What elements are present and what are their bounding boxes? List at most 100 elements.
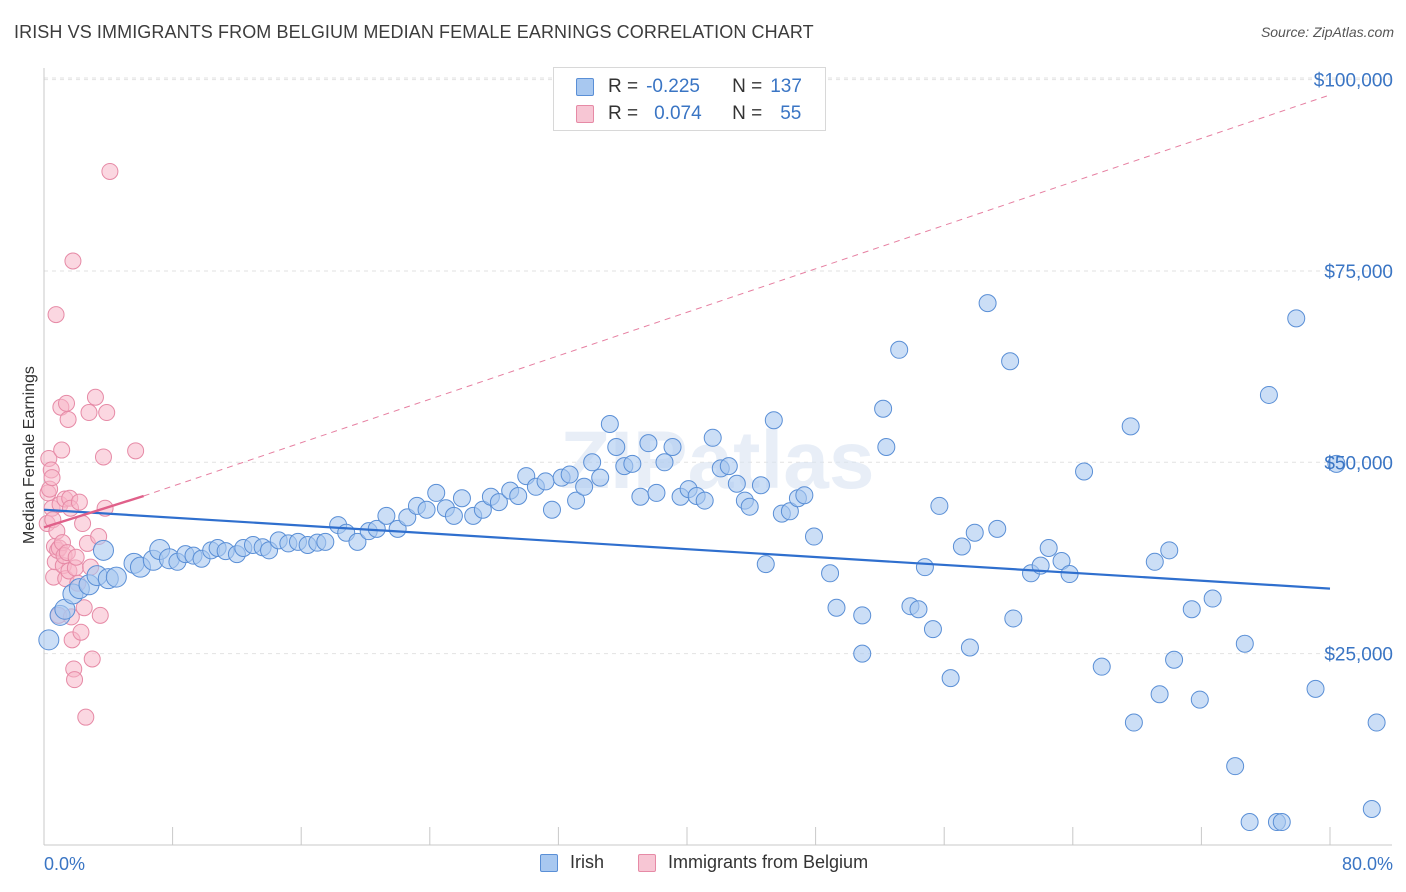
irish-point bbox=[417, 500, 436, 519]
irish-point bbox=[1272, 813, 1291, 832]
y-tick-label: $25,000 bbox=[1324, 645, 1393, 666]
irish-point bbox=[1092, 657, 1111, 676]
belgium-point bbox=[98, 404, 116, 422]
irish-point bbox=[473, 500, 492, 519]
irish-point bbox=[427, 483, 446, 502]
source-label: Source: ZipAtlas.com bbox=[1260, 24, 1394, 40]
irish-point bbox=[591, 468, 610, 487]
irish-point bbox=[663, 437, 682, 456]
irish-point bbox=[941, 669, 960, 688]
irish-point bbox=[853, 606, 872, 625]
irish-point bbox=[92, 539, 114, 561]
irish-point bbox=[105, 566, 127, 588]
y-tick-labels: $25,000 $50,000 $75,000 $100,000 bbox=[1314, 71, 1393, 666]
irish-series bbox=[38, 294, 1386, 832]
irish-point bbox=[631, 487, 650, 506]
belgium-point bbox=[83, 650, 101, 668]
irish-point bbox=[1367, 713, 1386, 732]
legend-n-label: N = bbox=[732, 103, 763, 124]
irish-point bbox=[821, 564, 840, 583]
legend-r-value: 0.074 bbox=[654, 103, 702, 124]
irish-point bbox=[1075, 462, 1094, 481]
x-tick-label: 80.0% bbox=[1342, 854, 1393, 874]
irish-point bbox=[719, 457, 738, 476]
irish-point bbox=[607, 437, 626, 456]
irish-point bbox=[1240, 813, 1259, 832]
irish-point bbox=[703, 428, 722, 447]
legend-n-value: 55 bbox=[780, 103, 802, 124]
legend-item-belgium: Immigrants from Belgium bbox=[638, 852, 868, 873]
irish-point bbox=[853, 644, 872, 663]
belgium-point bbox=[86, 388, 104, 406]
irish-point bbox=[536, 472, 555, 491]
belgium-point bbox=[58, 394, 76, 412]
irish-point bbox=[1001, 352, 1020, 371]
belgium-point bbox=[75, 599, 93, 617]
irish-point bbox=[877, 437, 896, 456]
irish-point bbox=[509, 486, 528, 505]
belgium-trend-line bbox=[43, 494, 145, 529]
irish-point bbox=[560, 465, 579, 484]
belgium-point bbox=[127, 442, 145, 460]
y-tick-label: $50,000 bbox=[1324, 453, 1393, 474]
irish-point bbox=[1150, 685, 1169, 704]
irish-point bbox=[1235, 634, 1254, 653]
irish-point bbox=[583, 453, 602, 472]
x-tick-labels: 0.0% 80.0% bbox=[44, 854, 1393, 874]
belgium-point bbox=[43, 469, 61, 487]
irish-point bbox=[1226, 757, 1245, 776]
irish-point bbox=[965, 523, 984, 542]
legend-n-value: 137 bbox=[770, 76, 802, 97]
irish-point bbox=[1362, 800, 1381, 819]
irish-point bbox=[348, 532, 367, 551]
legend-row-belgium: R = 0.074 N = 55 bbox=[576, 102, 801, 126]
irish-point bbox=[388, 519, 407, 538]
irish-point bbox=[575, 477, 594, 496]
irish-point bbox=[804, 527, 823, 546]
irish-point bbox=[398, 508, 417, 527]
belgium-point bbox=[80, 404, 98, 422]
grid-lines bbox=[44, 77, 1392, 655]
irish-point bbox=[795, 486, 814, 505]
irish-point bbox=[915, 558, 934, 577]
irish-point bbox=[38, 629, 60, 651]
legend-r-label: R = bbox=[608, 103, 639, 124]
legend-irish-label: Irish bbox=[570, 852, 605, 872]
irish-point bbox=[909, 600, 928, 619]
irish-point bbox=[600, 415, 619, 434]
irish-trend-line bbox=[43, 508, 1331, 590]
irish-point bbox=[377, 506, 396, 525]
irish-point bbox=[1327, 454, 1346, 473]
irish-point bbox=[1287, 309, 1306, 328]
belgium-point bbox=[59, 410, 77, 428]
irish-point bbox=[740, 497, 759, 516]
irish-point bbox=[1121, 417, 1140, 436]
irish-point bbox=[647, 483, 666, 502]
belgium-point bbox=[77, 708, 95, 726]
belgium-point bbox=[47, 306, 65, 324]
irish-point bbox=[930, 496, 949, 515]
stats-legend: R = -0.225 N = 137 R = 0.074 N = 55 bbox=[553, 67, 826, 131]
y-tick-label: $75,000 bbox=[1324, 262, 1393, 283]
irish-point bbox=[960, 638, 979, 657]
legend-item-irish: Irish bbox=[540, 852, 604, 873]
belgium-point bbox=[64, 252, 82, 270]
belgium-point bbox=[67, 548, 85, 566]
irish-point bbox=[567, 491, 586, 510]
belgium-point bbox=[66, 671, 84, 689]
irish-point bbox=[1306, 679, 1325, 698]
irish-point bbox=[1052, 552, 1071, 571]
irish-point bbox=[1124, 713, 1143, 732]
legend-r-value: -0.225 bbox=[646, 76, 700, 97]
irish-point bbox=[452, 489, 471, 508]
legend-belgium-label: Immigrants from Belgium bbox=[668, 852, 869, 872]
irish-point bbox=[780, 502, 799, 521]
irish-point bbox=[1203, 589, 1222, 608]
irish-point bbox=[1004, 609, 1023, 628]
irish-point bbox=[1190, 690, 1209, 709]
irish-point bbox=[978, 294, 997, 313]
irish-point bbox=[756, 555, 775, 574]
irish-point bbox=[827, 598, 846, 617]
belgium-point bbox=[94, 448, 112, 466]
